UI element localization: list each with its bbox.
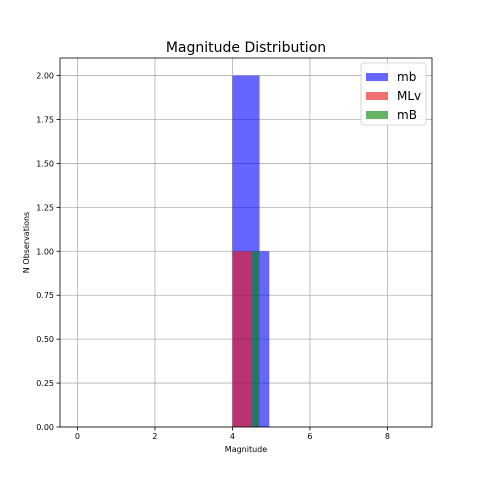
y-tick-label: 1.75 xyxy=(36,116,54,125)
plot-frame xyxy=(59,57,433,428)
axis-ticks: 0 2 4 6 8 0.00 0.25 0.50 0.75 1.00 1.25 1.50 1.75 2.0… xyxy=(36,72,390,441)
legend-label-mb: mB xyxy=(397,108,417,122)
y-tick-label: 0.00 xyxy=(36,423,54,432)
legend-label-mlv: MLv xyxy=(397,89,421,103)
histogram-bars xyxy=(232,75,270,428)
chart-title: Magnitude Distribution xyxy=(166,40,326,56)
y-axis-label: N Observations xyxy=(22,212,31,273)
legend: mb MLv mB xyxy=(360,62,427,126)
histogram-bar-mb xyxy=(251,251,260,427)
y-tick-label: 0.25 xyxy=(36,379,54,388)
x-tick-label: 0 xyxy=(75,432,80,441)
y-tick-label: 1.50 xyxy=(36,159,54,168)
histogram-bar-mb xyxy=(259,251,270,427)
legend-label-mb: mb xyxy=(397,70,416,84)
y-tick-label: 0.50 xyxy=(36,335,54,344)
x-tick-label: 4 xyxy=(230,432,235,441)
y-tick-label: 2.00 xyxy=(36,72,54,81)
x-tick-label: 6 xyxy=(307,432,312,441)
legend-swatch-mlv xyxy=(366,92,388,100)
y-tick-label: 0.75 xyxy=(36,291,54,300)
legend-swatch-mb xyxy=(366,111,388,119)
x-tick-label: 2 xyxy=(152,432,157,441)
x-tick-label: 8 xyxy=(385,432,390,441)
y-tick-label: 1.00 xyxy=(36,247,54,256)
y-tick-label: 1.25 xyxy=(36,203,54,212)
histogram-bar-mlv xyxy=(232,251,252,427)
x-axis-label: Magnitude xyxy=(225,445,267,454)
legend-swatch-mb xyxy=(366,73,388,81)
